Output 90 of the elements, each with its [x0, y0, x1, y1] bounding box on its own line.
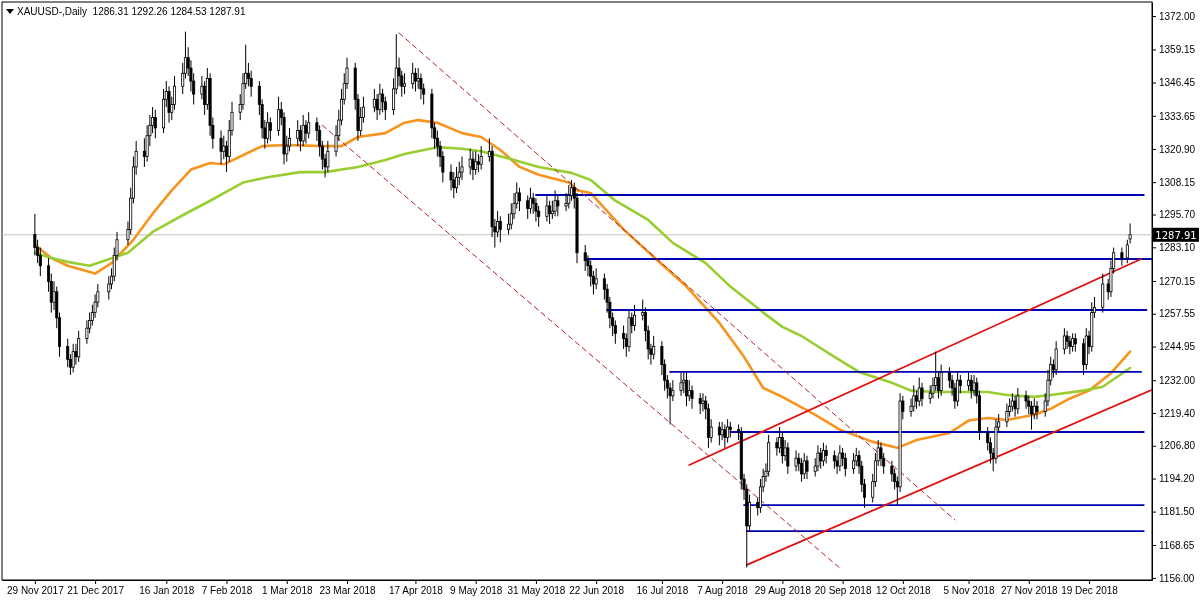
y-tick-label: 1346.45 — [1159, 77, 1196, 89]
y-tick-label: 1244.95 — [1159, 341, 1196, 353]
y-tick-label: 1206.80 — [1159, 440, 1196, 452]
y-tick-label: 1156.00 — [1159, 572, 1195, 584]
candlestick — [1082, 338, 1086, 376]
candlestick — [1068, 335, 1072, 355]
candlestick — [411, 62, 415, 90]
y-tick-label: 1359.15 — [1159, 44, 1196, 56]
candlestick — [479, 145, 483, 171]
x-tick-label: 19 Dec 2018 — [1061, 585, 1119, 597]
candlestick — [518, 187, 521, 212]
x-tick-label: 1 Mar 2018 — [261, 585, 313, 597]
y-tick-label: 1181.50 — [1159, 506, 1195, 518]
candlestick — [534, 197, 538, 223]
candlestick — [1120, 247, 1124, 267]
candlestick — [778, 426, 782, 454]
candlestick — [698, 392, 702, 415]
candlestick — [77, 330, 81, 363]
chart-title: XAUUSD-,Daily 1286.31 1292.26 1284.53 1287.91 — [17, 6, 246, 17]
x-tick-label: 9 May 2018 — [450, 585, 503, 597]
candlestick — [471, 150, 475, 181]
candlestick — [920, 382, 924, 407]
candlestick — [378, 83, 382, 116]
x-tick-label: 12 Oct 2018 — [876, 585, 932, 597]
candlestick — [786, 442, 790, 475]
candlestick — [805, 455, 809, 480]
x-tick-label: 21 Dec 2017 — [67, 585, 125, 597]
candlestick — [1065, 330, 1069, 350]
candlestick — [939, 364, 943, 397]
candlestick — [838, 444, 842, 472]
y-tick-label: 1232.00 — [1159, 374, 1196, 386]
x-tick-label: 31 May 2018 — [507, 585, 566, 597]
candlestick — [567, 184, 571, 210]
candlestick — [816, 444, 820, 472]
candlestick — [326, 140, 330, 173]
candlestick — [824, 444, 828, 464]
x-tick-label: 7 Feb 2018 — [201, 585, 253, 597]
y-tick-label: 1333.65 — [1159, 110, 1196, 122]
y-tick-label: 1270.15 — [1159, 275, 1196, 287]
candlestick — [956, 371, 960, 407]
candlestick — [545, 195, 549, 223]
candlestick — [723, 423, 727, 449]
x-tick-label: 16 Jan 2018 — [139, 585, 195, 597]
candlestick — [832, 449, 836, 470]
candlestick — [460, 156, 464, 181]
candlestick — [301, 114, 305, 147]
candlestick — [167, 85, 171, 124]
y-tick-label: 1194.20 — [1159, 473, 1195, 485]
candlestick — [468, 148, 472, 176]
candlestick — [1024, 390, 1028, 410]
ref-line-label: 1287.91 — [1155, 229, 1197, 241]
y-tick-label: 1257.55 — [1159, 308, 1196, 320]
x-tick-label: 29 Nov 2017 — [7, 585, 65, 597]
candlestick — [682, 371, 686, 394]
candlestick — [679, 371, 683, 397]
candlestick — [594, 267, 598, 290]
candlestick — [419, 72, 423, 100]
candlestick — [583, 244, 587, 272]
candlestick — [633, 304, 636, 332]
candlestick — [1062, 327, 1066, 355]
x-tick-label: 5 Nov 2018 — [943, 585, 996, 597]
y-tick-label: 1283.10 — [1159, 242, 1196, 253]
x-tick-label: 27 Nov 2018 — [1000, 585, 1059, 597]
y-tick-label: 1168.65 — [1159, 539, 1195, 551]
candlestick — [1035, 400, 1039, 420]
candlestick — [413, 67, 417, 92]
candlestick — [553, 189, 557, 217]
candlestick — [71, 343, 75, 373]
candlestick — [915, 390, 919, 410]
candlestick — [498, 215, 502, 243]
y-tick-label: 1372.00 — [1159, 10, 1196, 22]
y-tick-label: 1320.90 — [1159, 143, 1196, 155]
x-tick-label: 16 Jul 2018 — [636, 585, 689, 597]
candlestick — [219, 130, 223, 165]
x-tick-label: 17 Apr 2018 — [388, 585, 444, 597]
candlestick — [266, 111, 270, 145]
x-tick-label: 29 Aug 2018 — [754, 585, 812, 597]
candlestick — [1016, 387, 1020, 415]
candlestick — [690, 384, 694, 410]
candlestick — [794, 449, 798, 472]
y-tick-label: 1219.40 — [1159, 407, 1196, 419]
y-tick-label: 1295.70 — [1159, 209, 1196, 221]
candlestick — [1101, 273, 1105, 314]
candlestick — [403, 72, 406, 95]
x-tick-label: 7 Aug 2018 — [697, 585, 749, 597]
y-tick-label: 1308.15 — [1159, 176, 1196, 188]
candlestick — [1054, 340, 1058, 376]
x-tick-label: 23 Mar 2018 — [319, 585, 377, 597]
x-tick-label: 22 Jun 2018 — [569, 585, 625, 597]
x-tick-label: 20 Sep 2018 — [814, 585, 872, 597]
